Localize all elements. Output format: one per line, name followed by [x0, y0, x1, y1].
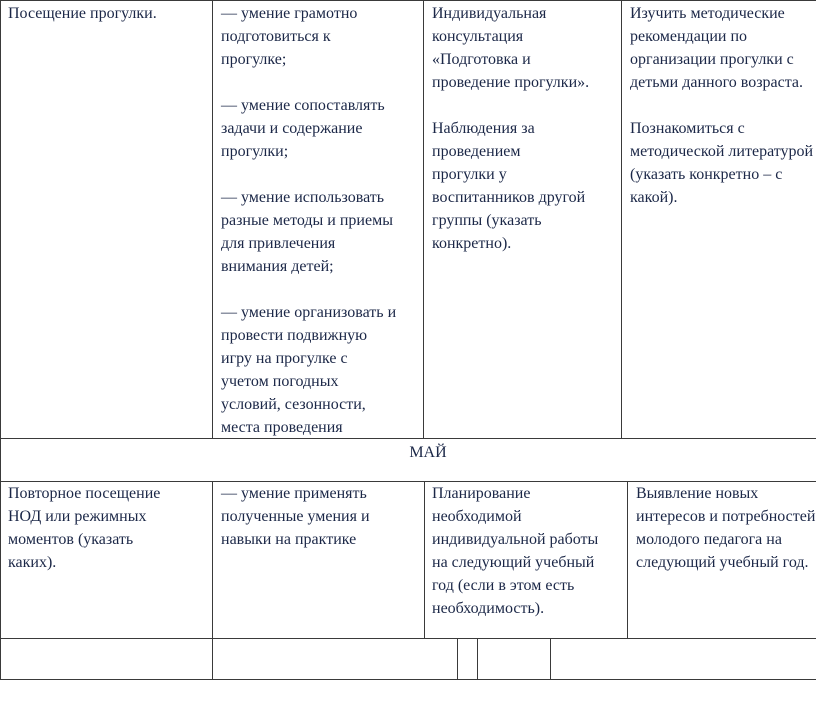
- table-cell: Выявление новых интересов и потребностей м…: [636, 482, 815, 574]
- table-rule: [0, 481, 816, 482]
- cell-paragraph: Изучить методические рекомендации по орган…: [630, 5, 804, 91]
- table-cell: Повторное посещение НОД или режимных момен…: [8, 482, 160, 574]
- cell-paragraph: Планирование необходимой индивидуальной ра…: [432, 485, 599, 617]
- cell-paragraph: Выявление новых интересов и потребностей м…: [636, 485, 816, 571]
- table-rule: [457, 638, 458, 679]
- month-label: МАЙ: [409, 444, 447, 461]
- table-rule: [424, 481, 425, 638]
- table-rule: [621, 0, 622, 438]
- table-rule: [477, 638, 478, 679]
- cell-paragraph: — умение организовать и провести подвижну…: [221, 304, 397, 436]
- cell-paragraph: Наблюдения за проведением прогулки у воспит…: [432, 120, 586, 252]
- cell-paragraph: — умение применять полученные умения и нав…: [221, 485, 370, 548]
- cell-paragraph: — умение сопоставлять задачи и содержание…: [221, 97, 385, 160]
- cell-paragraph: — умение грамотно подготовиться к прогулке…: [221, 5, 358, 68]
- cell-paragraph: Повторное посещение НОД или режимных момен…: [8, 485, 161, 571]
- table-cell: — умение грамотно подготовиться к прогулке…: [221, 2, 396, 439]
- table-border-bottom: [0, 679, 816, 680]
- cell-paragraph: Познакомиться с методической литературой(…: [630, 120, 814, 206]
- table-rule: [550, 638, 551, 679]
- table-cell: Посещение прогулки.: [8, 2, 157, 25]
- table-border-left: [0, 0, 1, 680]
- table-rule: [212, 0, 213, 438]
- table-cell: Изучить методические рекомендации по орган…: [630, 2, 813, 209]
- table-rule: [627, 481, 628, 638]
- cell-paragraph: — умение использовать разные методы и при…: [221, 189, 393, 275]
- table-border-top: [0, 0, 816, 1]
- table-rule: [212, 481, 213, 679]
- table-rule: [423, 0, 424, 438]
- table-cell: — умение применять полученные умения и нав…: [221, 482, 370, 551]
- table-rule: [0, 638, 816, 639]
- table-rule: [0, 438, 816, 439]
- table-cell: Планирование необходимой индивидуальной ра…: [432, 482, 598, 620]
- cell-paragraph: Посещение прогулки.: [8, 5, 157, 22]
